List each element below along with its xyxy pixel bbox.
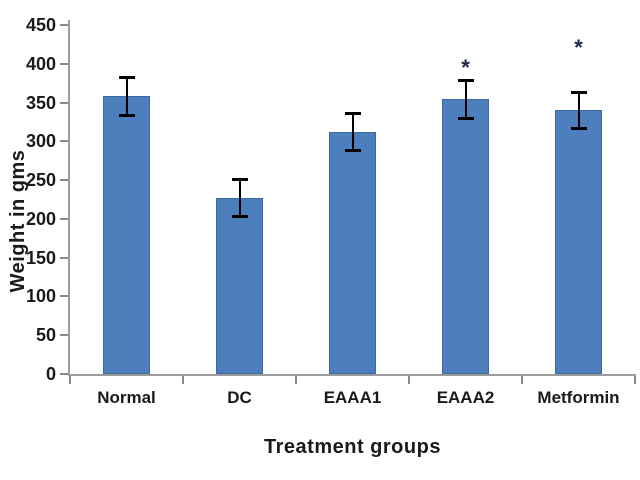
error-bar-line [238,178,241,218]
bar-eaaa1 [329,132,376,374]
error-bar-cap-top [570,90,587,94]
y-tick-mark [60,295,68,298]
error-bar-cap-bottom [344,148,361,152]
y-tick-mark [60,256,68,259]
y-tick-mark [60,140,68,143]
error-bar-line [464,80,467,119]
significance-asterisk: * [461,55,470,81]
error-bar-cap-bottom [231,215,248,219]
x-category-label: Metformin [537,388,620,407]
y-tick-label: 350 [25,92,56,113]
error-bar-line [125,76,128,116]
x-axis-title: Treatment groups [264,436,441,458]
y-tick-label: 450 [25,15,56,35]
y-tick-label: 200 [25,208,56,229]
y-tick-mark [60,62,68,65]
error-bar-cap-bottom [118,113,135,117]
x-axis-line [68,374,636,376]
error-bar-cap-bottom [457,116,474,120]
x-tick-mark [408,376,410,384]
y-tick-mark [60,217,68,220]
error-bar-cap-top [457,79,474,83]
y-tick-mark [60,334,68,337]
error-bar-line [351,113,354,151]
error-bar-line [577,91,580,129]
y-tick-mark [60,373,68,375]
y-tick-label: 0 [45,364,56,384]
y-tick-label: 300 [25,131,56,152]
y-tick-mark [60,101,68,104]
bar-eaaa2 [442,99,489,374]
x-category-label: Normal [97,388,156,407]
x-tick-mark [521,376,523,384]
y-tick-mark [60,24,68,26]
y-tick-mark [60,179,68,182]
x-tick-mark [69,376,71,384]
y-tick-label: 400 [25,53,56,74]
y-tick-label: 100 [25,286,56,307]
x-category-label: DC [227,388,252,407]
y-tick-label: 250 [25,170,56,191]
x-tick-mark [295,376,297,384]
error-bar-cap-top [118,75,135,79]
bar-normal [103,96,150,374]
x-tick-mark [634,376,636,384]
bar-metformin [555,110,602,374]
x-category-label: EAAA1 [323,388,382,407]
error-bar-cap-bottom [570,126,587,130]
bar-dc [216,197,263,374]
error-bar-cap-top [231,177,248,181]
y-tick-label: 150 [25,247,56,268]
x-tick-mark [182,376,184,384]
significance-asterisk: * [574,35,583,61]
y-tick-label: 50 [35,325,56,346]
x-category-label: EAAA2 [436,388,495,407]
y-axis-line [68,20,70,376]
error-bar-cap-top [344,112,361,116]
